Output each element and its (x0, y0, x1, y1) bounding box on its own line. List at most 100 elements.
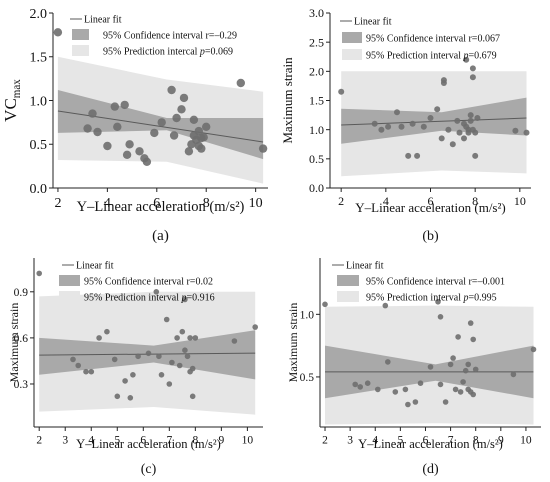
data-point-2-22 (179, 328, 186, 335)
data-point-3-32 (530, 346, 537, 353)
x-tick-label-0-3: 8 (203, 196, 210, 211)
data-point-2-27 (187, 335, 193, 341)
legend-ci-swatch-2 (59, 275, 80, 286)
data-point-0-5 (110, 102, 120, 111)
y-tick-label-3-1: 1.0 (300, 309, 315, 321)
y-axis-label-main-3: Maximum strain (286, 303, 300, 383)
x-tick-label-3-1: 3 (347, 435, 353, 447)
data-point-0-4 (103, 141, 112, 151)
data-point-3-10 (412, 399, 419, 405)
legend-pi-text-1: 95% Prediction interval (366, 51, 463, 62)
data-point-1-14 (440, 80, 447, 86)
data-point-0-0 (53, 28, 63, 37)
y-tick-label-0-3: 1.5 (30, 51, 48, 66)
data-point-2-21 (176, 362, 183, 369)
data-point-0-20 (184, 147, 194, 156)
data-point-3-18 (450, 355, 456, 361)
x-tick-label-2-0: 2 (36, 435, 42, 447)
data-point-3-20 (455, 334, 461, 340)
data-point-2-13 (145, 350, 152, 357)
legend-ci-label-1: 95% Confidence interval r=0.067 (366, 34, 500, 45)
data-point-3-14 (437, 381, 444, 388)
y-tick-label-0-0: 0.0 (30, 182, 48, 197)
legend-p-value-1: =0.679 (468, 51, 496, 62)
data-point-3-15 (437, 314, 444, 320)
data-point-1-33 (512, 127, 519, 134)
data-point-0-13 (150, 128, 159, 138)
data-point-2-14 (153, 289, 160, 295)
legend-p-symbol-3: p (462, 293, 468, 304)
data-point-0-3 (93, 127, 102, 137)
legend-fit-label-1: Linear fit (354, 17, 392, 28)
data-point-3-0 (322, 301, 328, 308)
data-point-3-22 (460, 379, 466, 385)
data-point-3-1 (352, 381, 359, 388)
y-tick-label-2-2: 0.9 (14, 287, 29, 299)
data-point-3-23 (462, 367, 469, 374)
legend-ci-text-2: 95% Confidence interval (84, 277, 186, 288)
data-point-2-7 (111, 356, 118, 363)
x-tick-label-2-4: 6 (140, 435, 146, 447)
y-axis-label-0: VCmax (1, 79, 23, 122)
y-tick-label-1-0: 0.0 (309, 181, 324, 195)
data-point-3-13 (435, 299, 441, 305)
legend-ci-text-0: 95% Confidence interval (103, 31, 205, 42)
data-point-2-11 (130, 372, 136, 378)
legend-pi-swatch-3 (337, 291, 359, 302)
data-point-1-32 (474, 115, 481, 121)
legend-pi-swatch-0 (72, 45, 89, 56)
y-tick-label-2-0: 0.3 (14, 379, 29, 391)
data-point-0-31 (236, 78, 245, 88)
data-point-0-18 (177, 105, 186, 114)
x-tick-label-3-5: 7 (448, 435, 454, 447)
y-axis-label-1: Maximum strain (280, 57, 295, 144)
data-point-1-7 (409, 120, 416, 127)
data-point-1-3 (385, 123, 392, 130)
data-point-3-3 (364, 380, 371, 387)
panel-label-2: (c) (141, 462, 157, 477)
legend-ci-swatch-0 (72, 29, 89, 40)
x-tick-label-0-2: 6 (153, 196, 160, 211)
y-tick-label-3-0: 0.5 (300, 372, 315, 384)
data-point-2-4 (88, 368, 95, 375)
x-tick-label-2-5: 7 (166, 435, 172, 447)
legend-p-value-3: =0.995 (468, 293, 496, 304)
data-point-2-15 (156, 353, 162, 360)
legend-pi-swatch-1 (342, 49, 362, 60)
y-tick-label-1-1: 0.5 (309, 152, 324, 166)
legend-p-value-0: =0.069 (205, 47, 233, 58)
y-tick-label-1-5: 2.5 (309, 35, 324, 49)
data-point-3-16 (442, 399, 449, 405)
data-point-3-24 (465, 361, 472, 368)
data-point-3-17 (447, 361, 454, 368)
legend-fit-label-0: Linear fit (84, 15, 122, 26)
data-point-0-32 (258, 144, 268, 153)
data-point-2-32 (252, 324, 258, 330)
x-tick-label-3-3: 5 (397, 435, 403, 447)
data-point-3-26 (467, 320, 474, 326)
data-point-3-12 (427, 364, 434, 370)
data-point-1-1 (371, 120, 378, 127)
legend-pi-label-1: 95% Prediction interval p=0.679 (366, 51, 497, 62)
data-point-1-8 (414, 152, 421, 159)
data-point-0-16 (169, 131, 179, 140)
data-point-1-30 (472, 129, 479, 136)
panel-label-3: (d) (422, 462, 439, 477)
data-point-0-6 (113, 122, 122, 131)
y-tick-label-0-4: 2.0 (30, 7, 48, 22)
data-point-0-7 (120, 100, 129, 110)
data-point-0-12 (142, 157, 152, 166)
x-tick-label-0-0: 2 (54, 196, 61, 211)
data-point-0-19 (179, 93, 189, 103)
data-point-2-17 (163, 316, 170, 323)
legend-ci-swatch-1 (342, 32, 362, 43)
data-point-3-6 (385, 359, 391, 365)
x-tick-label-2-1: 3 (62, 435, 68, 447)
data-point-2-10 (127, 395, 134, 401)
data-point-2-29 (192, 335, 199, 341)
data-point-3-5 (382, 302, 389, 309)
y-axis-label-sub-0: max (11, 79, 23, 98)
data-point-1-15 (445, 126, 452, 133)
data-point-0-2 (88, 109, 97, 118)
y-tick-label-0-2: 1.0 (30, 94, 48, 109)
